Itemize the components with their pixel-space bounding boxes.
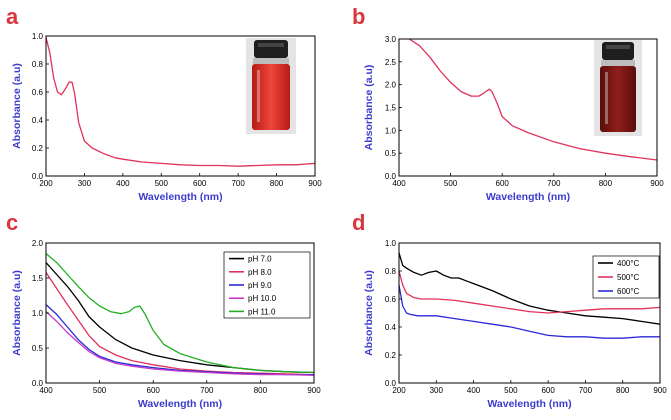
panel-letter: d xyxy=(352,210,365,235)
y-axis-title: Absorbance (a.u) xyxy=(363,65,375,151)
series-line-series-3 xyxy=(45,311,315,376)
legend-label: 400°C xyxy=(617,259,640,268)
x-tick-label: 600 xyxy=(541,386,555,395)
panel-letter: a xyxy=(6,4,19,29)
y-tick-label: 1.0 xyxy=(385,239,397,248)
y-tick-label: 1.5 xyxy=(385,104,397,113)
y-tick-label: 0.2 xyxy=(32,144,44,153)
y-tick-label: 3.0 xyxy=(385,35,397,44)
x-tick-label: 700 xyxy=(547,179,561,188)
y-tick-label: 2.5 xyxy=(385,58,397,67)
y-tick-label: 0.0 xyxy=(32,379,44,388)
chart-panel-a: a 200 300 400 500 600 700 800 900 0.0 0.2 0.4 0.6 0.8… xyxy=(6,4,322,203)
x-tick-label: 700 xyxy=(231,179,245,188)
y-tick-label: 0.0 xyxy=(385,172,397,181)
x-tick-label: 800 xyxy=(616,386,630,395)
y-tick-label: 0.5 xyxy=(32,344,44,353)
x-tick-label: 900 xyxy=(308,179,322,188)
x-tick-label: 400 xyxy=(116,179,130,188)
x-axis-title: Wavelength (nm) xyxy=(138,191,222,203)
legend: pH 7.0 pH 8.0 pH 9.0 pH 10.0 pH 11.0 xyxy=(223,251,311,319)
x-tick-label: 300 xyxy=(78,179,92,188)
series-line-spectrum xyxy=(408,38,658,161)
x-tick-label: 700 xyxy=(200,386,214,395)
plot-frame xyxy=(45,35,316,177)
y-tick-label: 0.0 xyxy=(32,172,44,181)
x-tick-label: 900 xyxy=(307,386,321,395)
x-tick-label: 600 xyxy=(193,179,207,188)
y-tick-label: 2.0 xyxy=(32,239,44,248)
vial-photo-inset xyxy=(594,40,642,136)
x-axis-title: Wavelength (nm) xyxy=(138,398,222,410)
series-line-series-4 xyxy=(45,253,315,374)
x-tick-label: 500 xyxy=(155,179,169,188)
x-tick-label: 800 xyxy=(270,179,284,188)
y-tick-label: 1.0 xyxy=(32,309,44,318)
y-tick-label: 1.5 xyxy=(32,274,44,283)
y-tick-label: 0.6 xyxy=(32,88,44,97)
x-tick-label: 600 xyxy=(147,386,161,395)
plot-frame xyxy=(398,242,661,384)
x-tick-label: 500 xyxy=(93,386,107,395)
y-tick-label: 2.0 xyxy=(385,81,397,90)
chart-panel-d: d 200 300 400 500 600 700 800 900 0.0 0.2 0.4 0.6 0.8… xyxy=(352,210,667,410)
x-tick-label: 200 xyxy=(39,179,53,188)
legend-label: pH 9.0 xyxy=(248,281,272,290)
y-axis-title: Absorbance (a.u) xyxy=(11,270,23,356)
x-tick-label: 400 xyxy=(467,386,481,395)
series-line-series-0 xyxy=(398,252,661,325)
chart-panel-c: c 400 500 600 700 800 900 0.0 0.5 1.0 1.5 2.0 Wavele… xyxy=(6,210,321,410)
legend-label: 500°C xyxy=(617,273,640,282)
legend-label: pH 7.0 xyxy=(248,255,272,264)
x-axis-title: Wavelength (nm) xyxy=(487,398,571,410)
legend-label: pH 10.0 xyxy=(248,294,277,303)
series-line-series-1 xyxy=(45,272,315,376)
y-tick-label: 0.5 xyxy=(385,149,397,158)
x-tick-label: 800 xyxy=(599,179,613,188)
series-line-series-2 xyxy=(398,284,660,339)
x-tick-label: 900 xyxy=(653,386,667,395)
legend: 400°C 500°C 600°C xyxy=(592,255,660,299)
y-tick-label: 0.4 xyxy=(385,323,397,332)
y-axis-title: Absorbance (a.u) xyxy=(11,63,23,149)
series-line-series-2 xyxy=(45,304,314,376)
y-tick-label: 1.0 xyxy=(32,32,44,41)
y-tick-label: 0.8 xyxy=(32,60,44,69)
x-tick-label: 800 xyxy=(254,386,268,395)
y-tick-label: 0.2 xyxy=(385,351,397,360)
series-line-spectrum xyxy=(45,37,316,167)
legend-label: pH 8.0 xyxy=(248,268,272,277)
x-tick-label: 600 xyxy=(496,179,510,188)
x-axis-title: Wavelength (nm) xyxy=(486,191,570,203)
series-line-series-1 xyxy=(398,270,661,314)
y-tick-label: 0.0 xyxy=(385,379,397,388)
x-tick-label: 200 xyxy=(392,386,406,395)
legend-label: 600°C xyxy=(617,287,640,296)
y-tick-label: 0.6 xyxy=(385,295,397,304)
y-tick-label: 1.0 xyxy=(385,126,397,135)
y-tick-label: 0.8 xyxy=(385,267,397,276)
y-axis-title: Absorbance (a.u) xyxy=(363,270,375,356)
vial-photo-inset xyxy=(246,38,296,134)
y-tick-label: 0.4 xyxy=(32,116,44,125)
x-tick-label: 300 xyxy=(430,386,444,395)
chart-panel-b: b 400 500 600 700 800 900 0.0 0.5 1.0 1.5 2.0 2.5 3.0… xyxy=(352,4,664,203)
panel-letter: c xyxy=(6,210,18,235)
x-tick-label: 400 xyxy=(392,179,406,188)
x-tick-label: 900 xyxy=(650,179,664,188)
x-tick-label: 500 xyxy=(444,179,458,188)
x-tick-label: 500 xyxy=(504,386,518,395)
legend-label: pH 11.0 xyxy=(248,307,276,316)
panel-letter: b xyxy=(352,4,365,29)
x-tick-label: 400 xyxy=(39,386,53,395)
x-tick-label: 700 xyxy=(579,386,593,395)
